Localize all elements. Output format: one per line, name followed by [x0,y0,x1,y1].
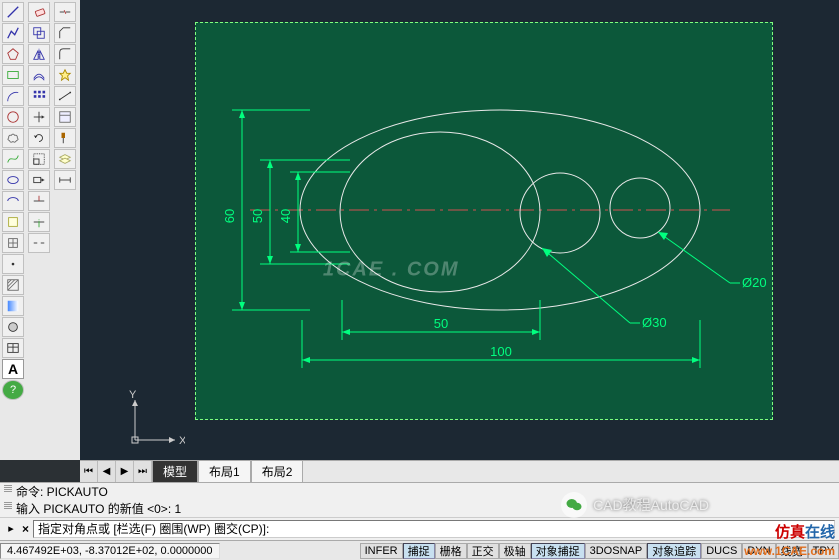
modify-toolbar [28,2,52,458]
panel-grip-icon[interactable] [4,502,12,516]
drawing-area[interactable]: 40 50 60 50 100 Ø30 [80,0,839,460]
svg-text:Y: Y [129,390,137,401]
gradient-tool[interactable] [2,296,24,316]
table-tool[interactable] [2,338,24,358]
fillet-tool[interactable] [54,44,76,64]
status-ducs[interactable]: DUCS [701,543,742,559]
make-block-tool[interactable] [2,233,24,253]
props-tool[interactable] [54,107,76,127]
panel-grip-icon[interactable] [4,485,12,499]
drawing-svg: 40 50 60 50 100 Ø30 [80,0,839,460]
ellipse-small [340,132,540,292]
ellipse-arc-tool[interactable] [2,191,24,211]
status-正交[interactable]: 正交 [467,543,499,559]
circle-small [610,178,670,238]
coordinates: 4.467492E+03, -8.37012E+02, 0.0000000 [0,543,220,559]
tab-first-icon[interactable]: ⏮ [80,461,98,482]
tab-last-icon[interactable]: ⏭ [134,461,152,482]
svg-text:X: X [179,435,185,447]
left-toolbars: A ? [0,0,80,460]
copy-tool[interactable] [28,23,50,43]
circle-mid [520,173,600,253]
arc-tool[interactable] [2,86,24,106]
offset-tool[interactable] [28,65,50,85]
hatch-tool[interactable] [2,275,24,295]
status-dyn[interactable]: DYN [742,543,775,559]
erase-tool[interactable] [28,2,50,22]
status-bar: 4.467492E+03, -8.37012E+02, 0.0000000 IN… [0,540,839,560]
array-tool[interactable] [28,86,50,106]
cmd-history-1: 命令: PICKAUTO [16,483,108,500]
cmd-history-2: 输入 PICKAUTO 的新值 <0>: 1 [16,500,181,517]
status-极轴[interactable]: 极轴 [499,543,531,559]
match-tool[interactable] [54,128,76,148]
dim-40: 40 [278,209,293,223]
point-tool[interactable] [2,254,24,274]
misc-toolbar [54,2,78,458]
spline-tool[interactable] [2,149,24,169]
tab-layout1[interactable]: 布局1 [198,461,251,482]
draw-toolbar: A ? [2,2,26,458]
tab-layout2[interactable]: 布局2 [251,461,304,482]
join-tool[interactable] [54,2,76,22]
revcloud-tool[interactable] [2,128,24,148]
dim-100: 100 [490,344,512,359]
insert-block-tool[interactable] [2,212,24,232]
tab-model[interactable]: 模型 [152,461,198,482]
dim-50h: 50 [434,316,448,331]
help-icon[interactable]: ? [2,380,24,400]
status-3dosnap[interactable]: 3DOSNAP [585,543,648,559]
status-线宽[interactable]: 线宽 [776,543,808,559]
explode-tool[interactable] [54,65,76,85]
dim-d20: Ø20 [742,275,767,290]
status-对象捕捉[interactable]: 对象捕捉 [531,543,585,559]
polygon-tool[interactable] [2,44,24,64]
break-tool[interactable] [28,233,50,253]
layer-tool[interactable] [54,149,76,169]
line-tool[interactable] [2,2,24,22]
dist-tool[interactable] [54,86,76,106]
chamfer-tool[interactable] [54,23,76,43]
dim-tool[interactable] [54,170,76,190]
trim-tool[interactable] [28,191,50,211]
status-捕捉[interactable]: 捕捉 [403,543,435,559]
command-input[interactable] [33,520,835,538]
ucs-icon: X Y [125,390,185,450]
dim-50v: 50 [250,209,265,223]
rect-tool[interactable] [2,65,24,85]
status-tpy[interactable]: TPY [808,543,839,559]
dim-60: 60 [222,209,237,223]
extend-tool[interactable] [28,212,50,232]
tab-next-icon[interactable]: ▶ [116,461,134,482]
status-对象追踪[interactable]: 对象追踪 [647,543,701,559]
command-prompt-icon: ▸ [4,522,18,536]
ellipse-tool[interactable] [2,170,24,190]
scale-tool[interactable] [28,149,50,169]
layout-tabs: ⏮ ◀ ▶ ⏭ 模型 布局1 布局2 [80,460,839,482]
dim-d30: Ø30 [642,315,667,330]
pline-tool[interactable] [2,23,24,43]
tab-prev-icon[interactable]: ◀ [98,461,116,482]
circle-tool[interactable] [2,107,24,127]
stretch-tool[interactable] [28,170,50,190]
rotate-tool[interactable] [28,128,50,148]
region-tool[interactable] [2,317,24,337]
mirror-tool[interactable] [28,44,50,64]
status-infer[interactable]: INFER [360,543,403,559]
status-栅格[interactable]: 栅格 [435,543,467,559]
text-tool[interactable]: A [2,359,24,379]
move-tool[interactable] [28,107,50,127]
command-panel: 命令: PICKAUTO 输入 PICKAUTO 的新值 <0>: 1 ▸ × [0,482,839,540]
